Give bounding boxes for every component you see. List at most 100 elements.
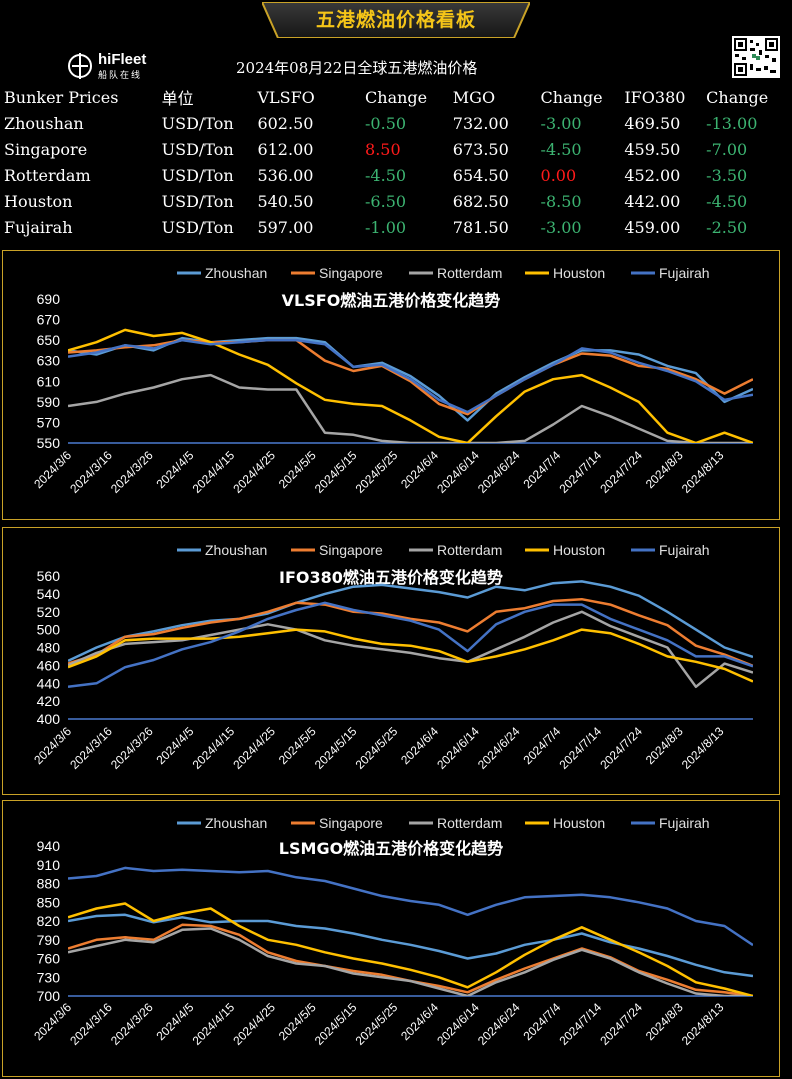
y-tick-label: 520 <box>37 604 61 620</box>
header-ifo380-change: Change <box>706 87 769 107</box>
vlsfo-chart: Zhoushan Singapore Rotterdam Houston Fujaira… <box>31 265 753 496</box>
mgo-change: -8.50 <box>540 191 582 211</box>
legend-label-singapore: Singapore <box>319 542 383 558</box>
table-row: Fujairah USD/Ton 597.00 -1.00 781.50 -3.… <box>0 214 792 240</box>
header-vlsfo: VLSFO <box>257 87 315 107</box>
x-tick-label: 2024/7/14 <box>557 724 605 772</box>
x-tick-label: 2024/5/25 <box>353 448 401 496</box>
logo-name: hiFleet <box>98 51 147 68</box>
legend-label-fujairah: Fujairah <box>659 265 710 281</box>
vlsfo-price: 536.00 <box>257 165 314 185</box>
unit: USD/Ton <box>161 139 234 159</box>
header-mgo: MGO <box>452 87 496 107</box>
x-tick-label: 2024/4/15 <box>190 724 238 772</box>
y-tick-label: 610 <box>37 373 61 389</box>
x-tick-label: 2024/8/13 <box>679 1000 727 1048</box>
chart-title: IFO380燃油五港价格变化趋势 <box>279 568 503 587</box>
y-tick-label: 910 <box>37 857 61 873</box>
x-tick-label: 2024/5/25 <box>353 724 401 772</box>
ifo380-price: 459.50 <box>624 139 681 159</box>
legend-label-zhoushan: Zhoushan <box>205 815 267 831</box>
y-tick-label: 790 <box>37 932 61 948</box>
x-tick-label: 2024/3/26 <box>108 1000 156 1048</box>
ifo380-price: 459.00 <box>624 217 681 237</box>
qr-code-icon <box>732 36 780 78</box>
mgo-price: 732.00 <box>452 113 509 133</box>
series-line-fujairah <box>68 338 753 414</box>
series-line-rotterdam <box>68 373 753 443</box>
bunker-price-table: Bunker Prices 单位 VLSFO Change MGO Change… <box>0 84 792 240</box>
y-tick-label: 540 <box>37 586 61 602</box>
x-tick-label: 2024/3/16 <box>67 724 115 772</box>
x-tick-label: 2024/7/24 <box>597 1000 645 1048</box>
port-name: Singapore <box>4 139 88 159</box>
legend-label-houston: Houston <box>553 265 605 281</box>
y-tick-label: 460 <box>37 657 61 673</box>
y-tick-label: 570 <box>37 414 61 430</box>
x-tick-label: 2024/6/14 <box>434 448 482 496</box>
series-line-rotterdam <box>68 610 753 689</box>
legend-label-fujairah: Fujairah <box>659 815 710 831</box>
chart-title: VLSFO燃油五港价格变化趋势 <box>282 291 501 310</box>
header-mgo-change: Change <box>540 87 603 107</box>
ifo380-price: 442.00 <box>624 191 681 211</box>
vlsfo-price: 540.50 <box>257 191 314 211</box>
x-tick-label: 2024/7/14 <box>557 448 605 496</box>
ifo380-chart-panel: Zhoushan Singapore Rotterdam Houston Fujaira… <box>2 527 780 795</box>
vlsfo-change: -6.50 <box>365 191 407 211</box>
y-tick-label: 590 <box>37 394 61 410</box>
mgo-price: 781.50 <box>452 217 509 237</box>
ifo380-change: -7.00 <box>706 139 748 159</box>
ifo380-price: 452.00 <box>624 165 681 185</box>
ifo380-chart: Zhoushan Singapore Rotterdam Houston Fujaira… <box>31 542 753 772</box>
header-port: Bunker Prices <box>4 87 119 107</box>
port-name: Rotterdam <box>4 165 91 185</box>
x-tick-label: 2024/6/24 <box>475 448 523 496</box>
vlsfo-change: -1.00 <box>365 217 407 237</box>
x-tick-label: 2024/7/14 <box>557 1000 605 1048</box>
y-tick-label: 440 <box>37 675 61 691</box>
y-tick-label: 560 <box>37 568 61 584</box>
ifo380-price: 469.50 <box>624 113 681 133</box>
lsmgo-chart: Zhoushan Singapore Rotterdam Houston Fujaira… <box>31 815 753 1048</box>
vlsfo-change: -0.50 <box>365 113 407 133</box>
title-banner <box>262 2 530 38</box>
mgo-price: 654.50 <box>452 165 509 185</box>
x-tick-label: 2024/3/16 <box>67 448 115 496</box>
series-line-zhoushan <box>68 336 753 422</box>
hifleet-logo: hiFleet 船队在线 <box>68 51 188 81</box>
y-tick-label: 700 <box>37 988 61 1004</box>
series-line-houston <box>68 628 753 683</box>
x-tick-label: 2024/4/25 <box>230 448 278 496</box>
y-tick-label: 730 <box>37 969 61 985</box>
y-tick-label: 500 <box>37 622 61 638</box>
y-tick-label: 400 <box>37 711 61 727</box>
series-line-fujairah <box>68 601 753 689</box>
series-line-rotterdam <box>68 927 753 996</box>
ifo380-change: -2.50 <box>706 217 748 237</box>
unit: USD/Ton <box>161 217 234 237</box>
y-tick-label: 880 <box>37 876 61 892</box>
y-tick-label: 650 <box>37 332 61 348</box>
port-name: Zhoushan <box>4 113 84 133</box>
y-tick-label: 480 <box>37 640 61 656</box>
y-tick-label: 690 <box>37 291 61 307</box>
x-tick-label: 2024/7/24 <box>597 448 645 496</box>
mgo-change: -3.00 <box>540 217 582 237</box>
series-line-houston <box>68 328 753 443</box>
x-tick-label: 2024/6/24 <box>475 724 523 772</box>
logo-subtitle: 船队在线 <box>98 71 143 81</box>
x-tick-label: 2024/6/14 <box>434 724 482 772</box>
mgo-change: -3.00 <box>540 113 582 133</box>
x-tick-label: 2024/5/15 <box>312 1000 360 1048</box>
mgo-price: 682.50 <box>452 191 509 211</box>
x-tick-label: 2024/4/15 <box>190 1000 238 1048</box>
port-name: Houston <box>4 191 73 211</box>
y-tick-label: 630 <box>37 353 61 369</box>
x-tick-label: 2024/4/15 <box>190 448 238 496</box>
y-tick-label: 940 <box>37 838 61 854</box>
header-ifo380: IFO380 <box>624 87 686 107</box>
table-row: Houston USD/Ton 540.50 -6.50 682.50 -8.5… <box>0 188 792 214</box>
port-name: Fujairah <box>4 217 73 237</box>
legend-label-houston: Houston <box>553 542 605 558</box>
